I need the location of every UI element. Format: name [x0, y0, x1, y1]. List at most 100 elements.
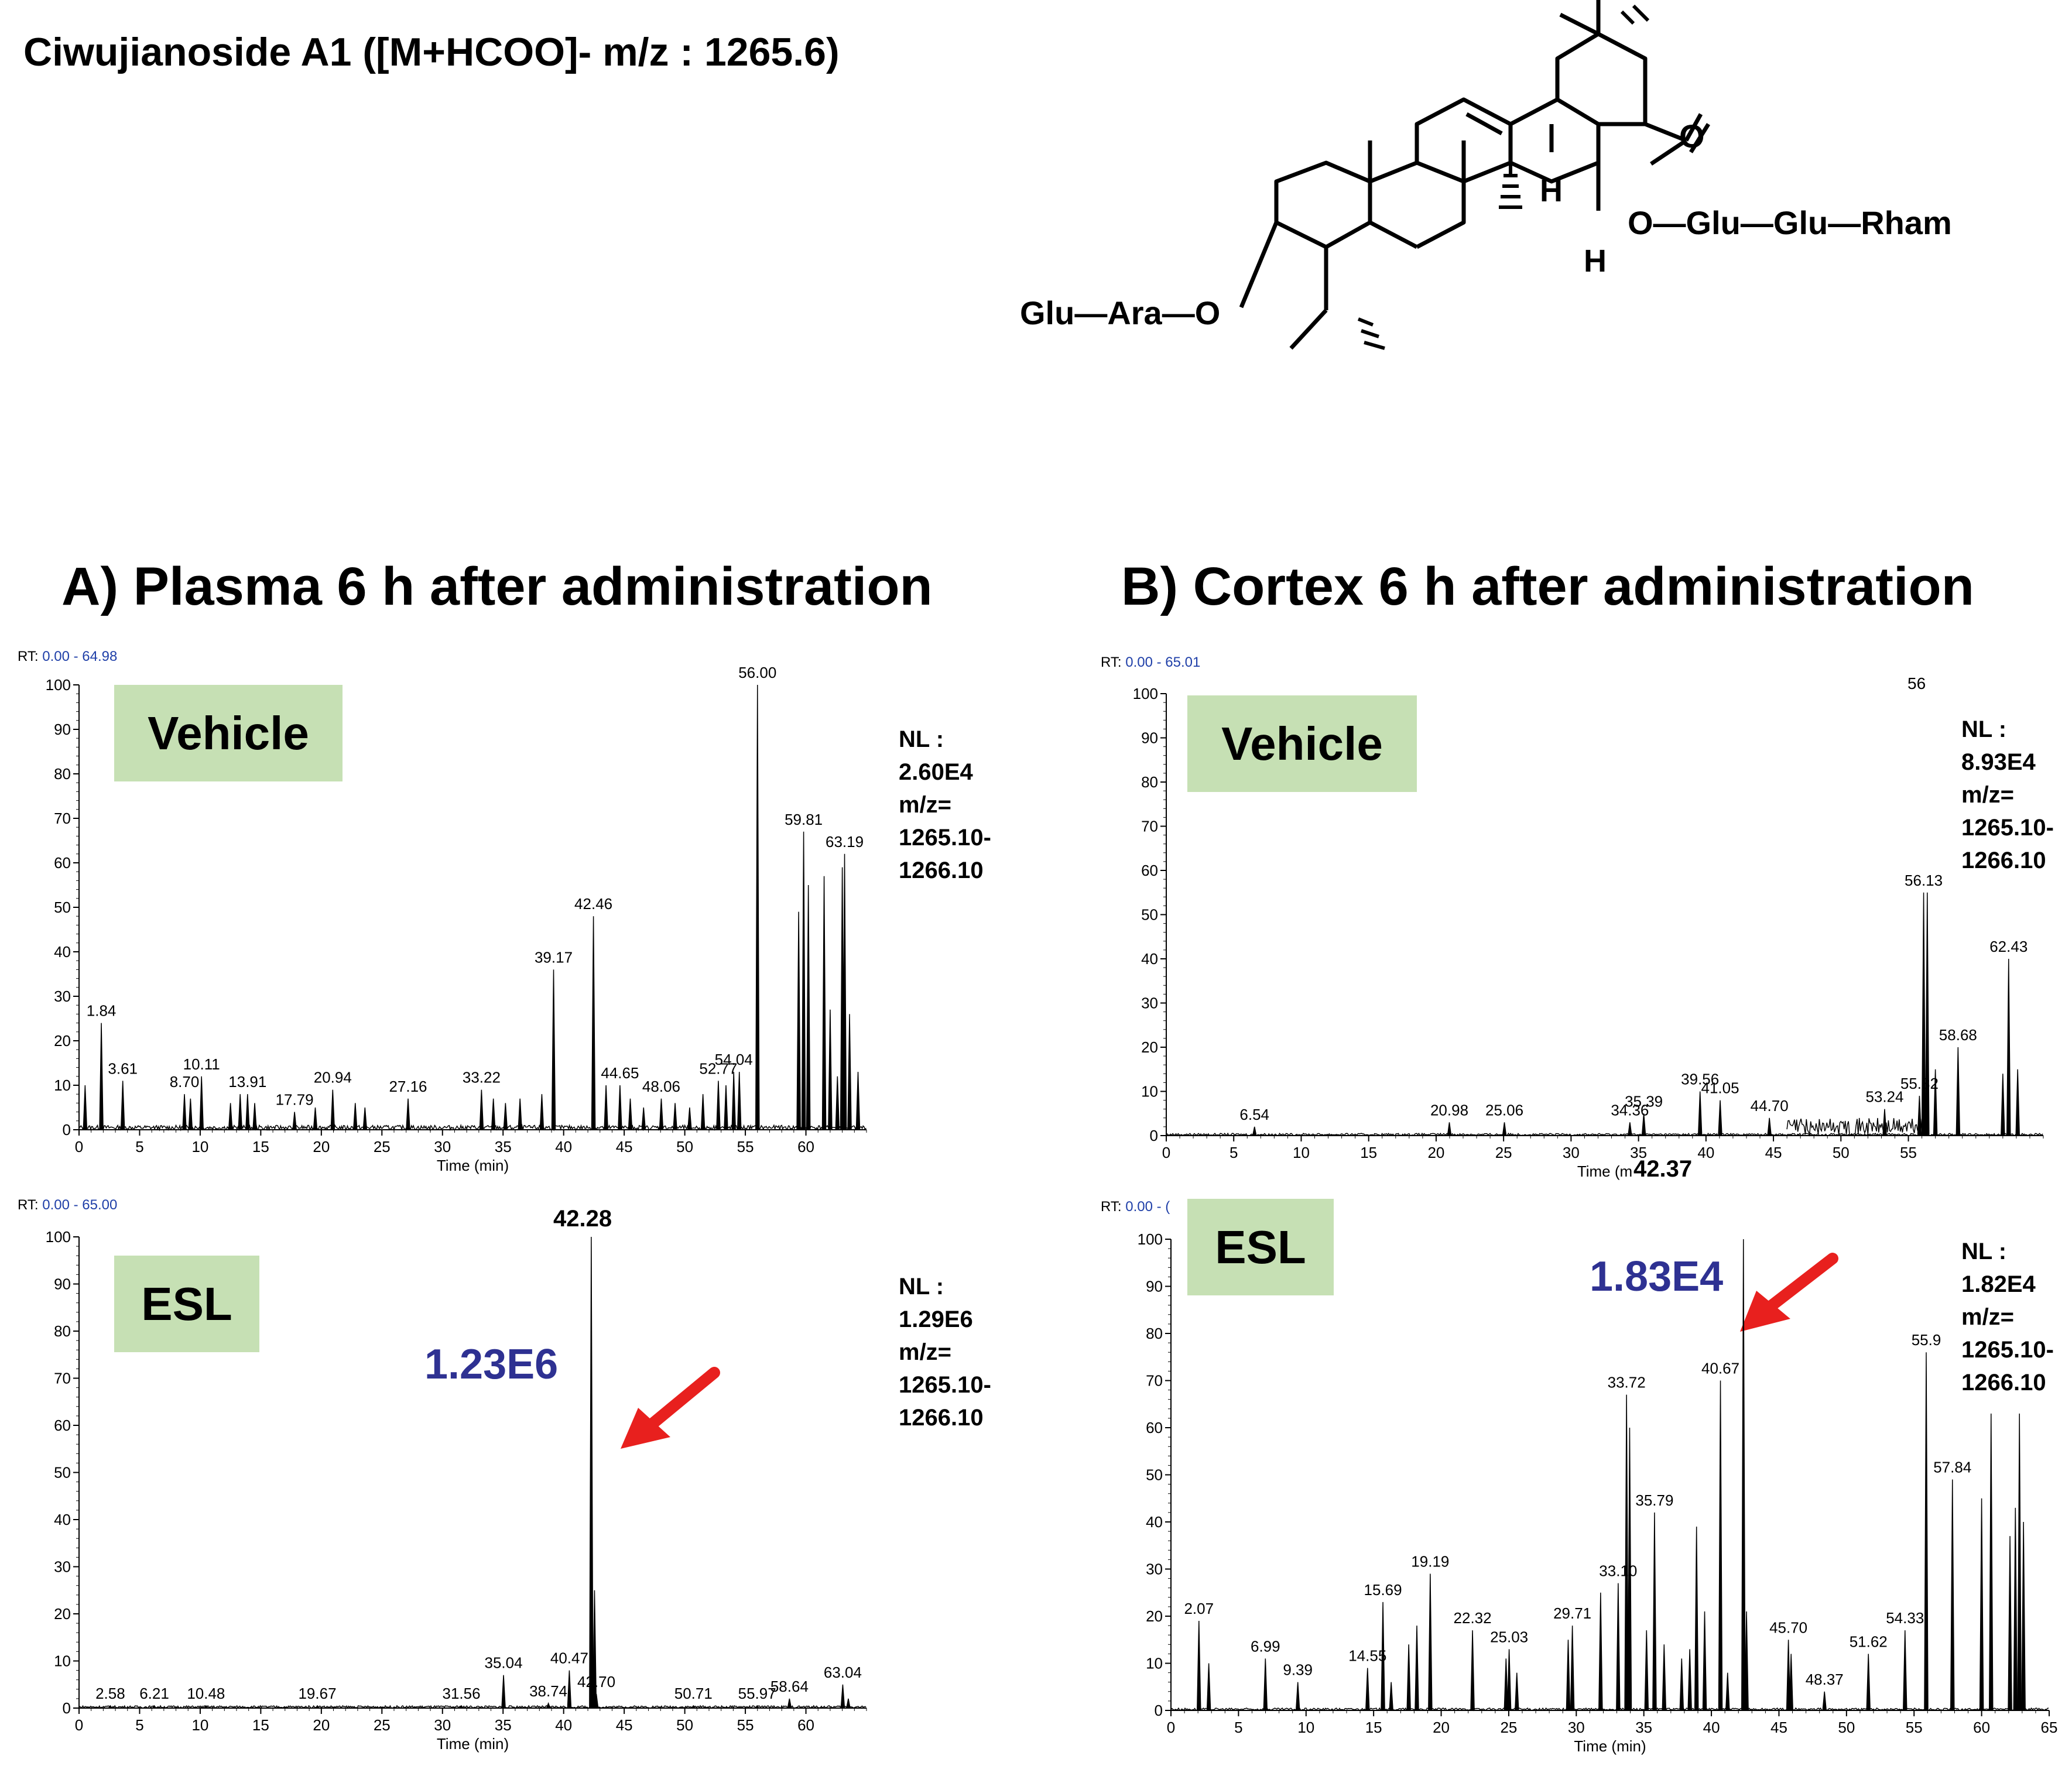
chromatogram-peak: [724, 1085, 728, 1130]
chromatogram-peak: [1627, 1427, 1632, 1711]
peak-label: 41.05: [1701, 1079, 1739, 1097]
x-tick-label: 30: [1568, 1719, 1585, 1736]
x-tick-label: 45: [616, 1716, 633, 1734]
chromatogram-peak: [120, 1081, 125, 1130]
chromatogram-peak: [589, 1236, 594, 1709]
chromatogram-peak: [842, 853, 847, 1130]
chromatogram-peak: [1447, 1122, 1452, 1136]
x-tick-label: 55: [737, 1716, 754, 1734]
peak-label: 25.03: [1490, 1628, 1528, 1645]
y-tick-label: 10: [1146, 1655, 1163, 1672]
chromatogram-peak: [1921, 892, 1926, 1136]
chromatogram-peak: [1652, 1512, 1657, 1711]
y-tick-label: 90: [1141, 729, 1158, 747]
x-tick-label: 25: [374, 1138, 391, 1155]
chromatogram-peak: [1925, 892, 1930, 1136]
baseline-noise: [78, 1123, 867, 1131]
x-tick-label: 45: [1770, 1719, 1787, 1736]
chromatogram-peak: [1903, 1630, 1907, 1711]
chromatogram-peak: [1917, 1096, 1922, 1136]
x-tick-label: 50: [1838, 1719, 1855, 1736]
x-tick-label: 50: [1833, 1144, 1850, 1161]
x-tick-label: 20: [1433, 1719, 1450, 1736]
chromatogram-peak: [1697, 1091, 1703, 1136]
peak-label: 55.97: [738, 1685, 776, 1702]
x-axis-title: Time (min): [437, 1735, 509, 1753]
peak-label: 59.81: [785, 811, 823, 828]
peak-label: 57.84: [1933, 1459, 1971, 1476]
chromatogram-peak: [1744, 1611, 1749, 1711]
x-axis-title: Time (min): [1574, 1737, 1646, 1755]
chromatogram-peak: [1295, 1682, 1300, 1711]
chromatogram-peak: [2015, 1069, 2020, 1136]
chromatogram-peak: [801, 831, 806, 1130]
chromatogram-peak: [855, 1072, 861, 1130]
x-tick-label: 0: [1167, 1719, 1175, 1736]
peak-label: 51.62: [1850, 1633, 1888, 1650]
chromatogram-peak: [539, 1094, 544, 1130]
peak-label: 63.04: [824, 1664, 862, 1681]
chromatogram-peak: [1924, 1352, 1929, 1711]
peak-label: 52.77: [699, 1059, 737, 1077]
peak-label: 19.19: [1411, 1553, 1449, 1571]
peak-label: 9.39: [1283, 1661, 1313, 1679]
chromatogram-peak: [2006, 958, 2011, 1136]
y-tick-label: 20: [1141, 1038, 1158, 1056]
peak-label: 45.70: [1769, 1619, 1807, 1636]
x-tick-label: 30: [434, 1716, 451, 1734]
y-tick-label: 50: [54, 1464, 71, 1482]
chromatogram-peak: [641, 1107, 646, 1130]
chromatogram-peak: [821, 876, 827, 1130]
chromatogram-peak: [479, 1089, 484, 1130]
chromatogram-peak: [716, 1081, 721, 1130]
peak-label: 10.11: [183, 1055, 220, 1073]
peak-label: 25.06: [1485, 1101, 1523, 1119]
peak-label: 31.56: [443, 1685, 481, 1702]
baseline-noise: [78, 1705, 867, 1709]
chromatogram-peak: [1566, 1640, 1571, 1711]
peak-label: 62.43: [1989, 938, 2028, 955]
chromatogram-peak: [501, 1675, 506, 1709]
peak-label: 6.54: [1239, 1106, 1269, 1123]
chromatogram-peak: [362, 1107, 368, 1130]
a-vehicle-rt-range: RT: 0.00 - 64.98: [18, 649, 118, 664]
chromatogram-peak: [1694, 1527, 1699, 1711]
chromatogram-peak: [1979, 1498, 1984, 1711]
peak-label: 48.37: [1806, 1671, 1844, 1688]
chart-b-vehicle: 0 10 20 30 40 50 60 70 80 90 100 0 5 10 15 20 25 30 35 40 45…: [1133, 685, 2044, 1180]
peak-label: 42.70: [577, 1673, 615, 1691]
b-esl-peak-label: 42.37: [1633, 1156, 1693, 1182]
chromatogram-peak: [1252, 1126, 1257, 1136]
peak-label: 63.19: [826, 833, 864, 851]
y-tick-label: 40: [54, 943, 71, 961]
chromatogram-peak: [1365, 1668, 1370, 1711]
y-tick-label: 0: [63, 1121, 71, 1139]
h-label-1: H: [1540, 173, 1563, 208]
chromatogram-peak: [690, 1705, 696, 1709]
y-tick-label: 10: [54, 1652, 71, 1670]
baseline-noise: [1170, 1707, 2049, 1712]
peak-label: 35.39: [1625, 1092, 1663, 1110]
x-tick-label: 50: [676, 1138, 693, 1155]
chromatogram-peak: [2013, 1507, 2018, 1711]
peak-label: 39.56: [1681, 1071, 1719, 1088]
chromatogram-peak: [330, 1089, 335, 1130]
peak-label: 17.79: [276, 1091, 314, 1109]
peak-label: 35.04: [485, 1654, 523, 1672]
chromatogram-peak: [1263, 1658, 1268, 1711]
x-tick-label: 40: [1703, 1719, 1720, 1736]
ester-sugar-chain: O—Glu—Glu—Rham: [1628, 204, 1952, 241]
x-tick-label: 20: [313, 1138, 330, 1155]
x-tick-label: 35: [1630, 1144, 1647, 1161]
x-tick-label: 15: [1360, 1144, 1377, 1161]
b-vehicle-condition-label: Vehicle: [1187, 695, 1417, 792]
chromatogram-peak: [245, 1094, 250, 1130]
chromatogram-peak: [846, 1698, 851, 1709]
chromatogram-peak: [199, 1076, 204, 1130]
y-tick-label: 30: [1141, 995, 1158, 1012]
y-tick-label: 80: [54, 765, 71, 783]
chromatogram-peak: [847, 1014, 852, 1130]
chromatogram-peak: [406, 1098, 410, 1130]
y-tick-label: 100: [1133, 685, 1158, 702]
x-tick-label: 5: [135, 1138, 143, 1155]
